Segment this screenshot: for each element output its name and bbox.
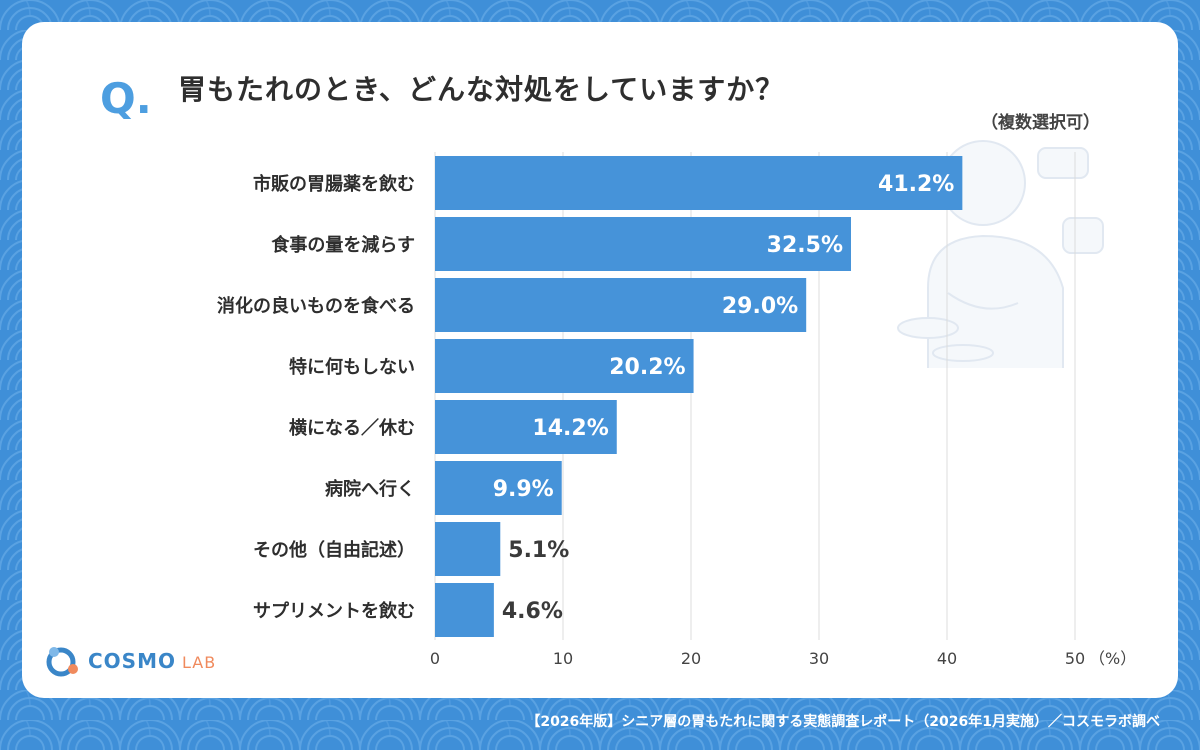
bar [435, 461, 562, 515]
x-tick-label: 10 [553, 649, 573, 668]
data-label: 9.9% [493, 477, 554, 502]
category-label: 特に何もしない [289, 356, 415, 378]
bar [435, 156, 963, 210]
multiple-choice-note: （複数選択可） [981, 113, 1100, 133]
category-label: 消化の良いものを食べる [217, 295, 415, 317]
data-label: 20.2% [609, 355, 685, 380]
data-label: 32.5% [767, 233, 843, 258]
data-label: 41.2% [878, 172, 954, 197]
data-label: 14.2% [532, 416, 608, 441]
bar [435, 217, 851, 271]
x-tick-label: 40 [937, 649, 957, 668]
x-tick-label: 30 [809, 649, 829, 668]
bar [435, 339, 694, 393]
category-label: 横になる／休む [289, 417, 415, 439]
footer-source: 【2026年版】シニア層の胃もたれに関する実態調査レポート（2026年1月実施）… [526, 714, 1160, 730]
bar-chart: 0 10 20 30 40 50 （%） 市販の胃腸薬を飲む 41.2% 食事の量を減らす 32.5… [217, 152, 1136, 668]
category-label: 病院へ行く [325, 478, 415, 500]
data-label: 29.0% [722, 294, 798, 319]
data-label: 4.6% [502, 599, 563, 624]
x-unit-label: （%） [1089, 649, 1136, 668]
bar [435, 400, 617, 454]
cosmo-lab-logo: COSMO LAB [44, 642, 216, 680]
bar [435, 278, 807, 332]
category-label: 食事の量を減らす [270, 234, 415, 256]
logo-sub-text: LAB [182, 653, 217, 672]
x-tick-label: 20 [681, 649, 701, 668]
data-label: 5.1% [508, 538, 569, 563]
category-label: 市販の胃腸薬を飲む [253, 173, 415, 195]
category-label: サプリメントを飲む [253, 600, 415, 622]
bar [435, 522, 501, 576]
x-tick-label: 0 [430, 649, 440, 668]
logo-brand-text: COSMO [88, 649, 176, 673]
cosmo-lab-logo-icon [46, 647, 78, 677]
question-title: 胃もたれのとき、どんな対処をしていますか？ [178, 73, 785, 106]
bar [435, 583, 494, 637]
content-card: Q. 胃もたれのとき、どんな対処をしていますか？ （複数選択可） 0 10 20 30… [22, 22, 1178, 698]
category-label: その他（自由記述） [253, 539, 415, 561]
x-tick-label: 50 [1065, 649, 1085, 668]
question-mark-label: Q. [100, 74, 152, 123]
